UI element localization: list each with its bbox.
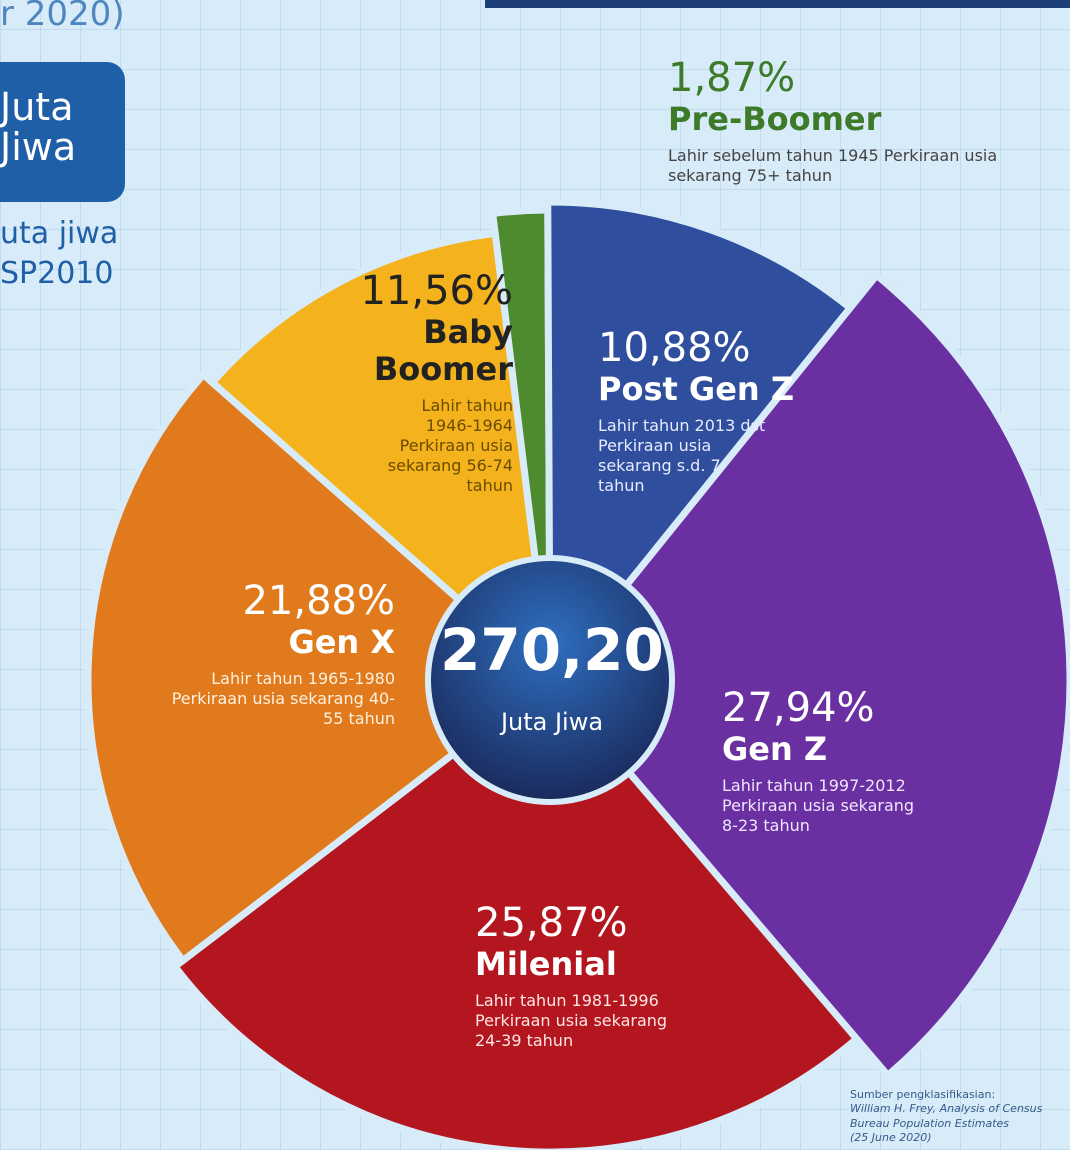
value-label: 10,88% [598,325,751,371]
center-circle [425,555,675,805]
source: Sumber pengklasifikasian: William H. Frey… [850,1088,1070,1145]
value-label: 25,87% [475,900,628,946]
segment-label: 21,88% Gen X Lahir tahun 1965-1980 Perkira… [160,578,395,729]
description: Lahir tahun 1997-2012 Perkiraan usia sek… [722,775,915,835]
side-fragment: r 2020) [0,0,125,34]
category-label: Milenial [475,945,617,983]
wedge [544,198,856,690]
side-box [0,62,125,202]
segment-label: 25,87% Milenial Lahir tahun 1981-1996 Perk… [475,900,710,1051]
description: Lahir sebelum tahun 1945 Perkiraan usia … [668,145,998,185]
value-label: 27,94% [722,685,875,731]
description: Lahir tahun 1946-1964 Perkiraan usia sek… [387,395,513,495]
center-label: Juta Jiwa [499,708,603,736]
category-label: Gen X [288,623,395,661]
description: Lahir tahun 1981-1996 Perkiraan usia sek… [475,990,668,1050]
source-line: (25 June 2020) [850,1130,932,1144]
value-label: 1,87% [668,55,796,101]
category-label: Gen Z [722,730,828,768]
wedges [84,198,1070,1150]
side-line: uta jiwa [0,216,119,251]
wedge [170,675,862,1150]
source-line: William H. Frey, Analysis of Census [850,1102,1043,1116]
top-bar [485,0,1070,8]
wedge [84,369,556,966]
description: Lahir tahun 1965-1980 Perkiraan usia sek… [171,668,395,728]
center-value: 270,20 [440,616,664,684]
side-box-text: Juta Jiwa [0,85,77,169]
segment-label: 27,94% Gen Z Lahir tahun 1997-2012 Perkira… [722,685,952,836]
category-label: Pre-Boomer [668,100,882,138]
segment-label: 1,87% Pre-Boomer Lahir sebelum tahun 1945 … [668,55,1028,186]
description: Lahir tahun 2013 dst Perkiraan usia seka… [598,415,766,495]
value-label: 11,56% [360,268,513,314]
value-label: 21,88% [242,578,395,624]
source-line: Sumber pengklasifikasian: [850,1088,996,1101]
category-label: Post Gen Z [598,370,795,408]
side-line: SP2010 [0,256,114,291]
segment-label: 11,56% Baby Boomer Lahir tahun 1946-1964 P… [325,268,513,496]
source-line: Bureau Population Estimates [850,1116,1010,1130]
segment-label: 10,88% Post Gen Z Lahir tahun 2013 dst Per… [598,325,808,496]
category-label: Baby Boomer [373,313,513,388]
wedge [207,229,555,689]
